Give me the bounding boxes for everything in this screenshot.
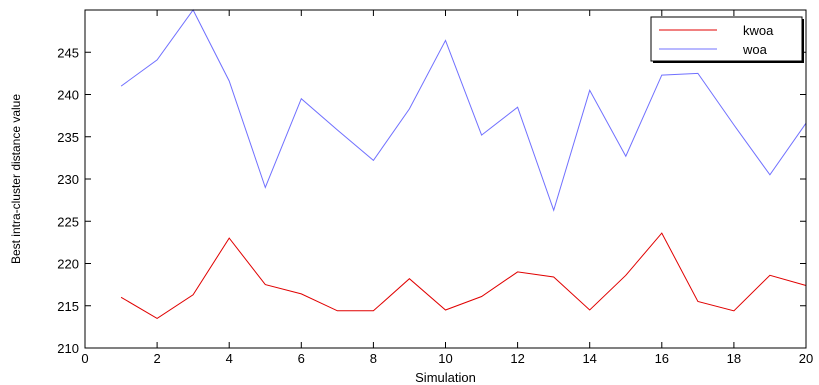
x-tick-label: 6 xyxy=(298,351,305,366)
legend-label-kwoa: kwoa xyxy=(743,23,774,38)
x-tick-label: 0 xyxy=(81,351,88,366)
legend: kwoa woa xyxy=(650,16,804,63)
x-tick-label: 20 xyxy=(799,351,813,366)
y-tick-label: 220 xyxy=(57,257,79,272)
y-tick-label: 210 xyxy=(57,341,79,356)
plot-background xyxy=(85,10,806,348)
series-layer xyxy=(120,9,807,319)
series-line-kwoa xyxy=(120,232,807,319)
y-tick-label: 235 xyxy=(57,130,79,145)
x-tick-label: 14 xyxy=(582,351,596,366)
x-tick-label: 12 xyxy=(510,351,524,366)
axes xyxy=(84,9,807,349)
series-line-woa xyxy=(120,9,807,212)
x-axis-label: Simulation xyxy=(415,370,476,385)
x-tick-label: 18 xyxy=(727,351,741,366)
legend-box xyxy=(650,16,803,62)
y-tick-label: 230 xyxy=(57,172,79,187)
x-tick-label: 10 xyxy=(438,351,452,366)
y-tick-label: 215 xyxy=(57,299,79,314)
x-tick-label: 2 xyxy=(153,351,160,366)
x-tick-label: 4 xyxy=(226,351,233,366)
y-tick-label: 225 xyxy=(57,214,79,229)
plot-area xyxy=(85,10,806,348)
x-tick-label: 16 xyxy=(655,351,669,366)
legend-label-woa: woa xyxy=(742,42,768,57)
y-tick-label: 245 xyxy=(57,45,79,60)
y-axis-label: Best intra-cluster distance value xyxy=(9,94,23,264)
x-tick-label: 8 xyxy=(370,351,377,366)
tick-labels: 0 2 4 6 8 10 12 14 16 18 20 210 215 220 225 230 235 240 24… xyxy=(57,45,813,366)
y-tick-label: 240 xyxy=(57,88,79,103)
